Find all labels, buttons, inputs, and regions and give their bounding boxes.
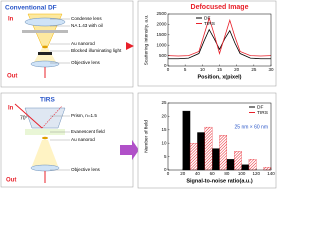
diagram-label: Au nanorod — [71, 137, 95, 142]
legend-label: DF — [257, 104, 263, 110]
diagram-label: Blocked illuminating light — [71, 48, 122, 53]
y-axis-label: Number of field — [143, 120, 149, 153]
condense-lens — [24, 17, 66, 27]
x-tick-label: 40 — [195, 171, 201, 176]
oil — [22, 30, 68, 33]
arrow — [126, 42, 134, 50]
diagram-label: Prism, n=1.5 — [71, 113, 97, 118]
bar — [189, 143, 198, 171]
bar — [197, 132, 205, 171]
x-tick-label: 25 — [251, 67, 257, 72]
bar — [248, 159, 257, 171]
in-ray — [14, 103, 43, 129]
y-axis-label: Scattering intensity, a.u. — [143, 15, 149, 66]
diagram-label: Objective lens — [71, 60, 101, 65]
in-label: In — [8, 17, 14, 23]
nanorod — [42, 45, 48, 49]
x-tick-label: 20 — [234, 67, 240, 72]
y-tick-label: 10 — [161, 140, 167, 145]
prism — [24, 107, 66, 129]
legend-label: TIRS — [204, 21, 215, 27]
panel-box — [137, 0, 277, 87]
y-tick-label: 25 — [161, 100, 167, 105]
plot-frame — [167, 102, 272, 171]
bar — [219, 135, 228, 171]
y-tick-label: 20 — [161, 114, 167, 119]
chart-title: Defocused Image — [191, 4, 249, 11]
diagram-label: Evanescent field — [71, 129, 105, 134]
annotation: 25 nm × 60 nm — [235, 124, 269, 130]
y-tick-label: 2500 — [156, 11, 167, 16]
y-tick-label: 2000 — [156, 22, 167, 27]
x-tick-label: 15 — [217, 67, 223, 72]
nanorod — [42, 136, 48, 140]
y-tick-label: 0 — [164, 167, 167, 172]
out-label: Out — [6, 178, 16, 184]
data-line — [168, 28, 271, 60]
x-tick-label: 0 — [167, 171, 170, 176]
data-line — [167, 16, 272, 57]
x-tick-label: 30 — [268, 67, 274, 72]
diagram-label: Au nanorod — [71, 41, 95, 46]
x-tick-label: 60 — [210, 171, 216, 176]
x-axis-label: Position, x(pixel) — [197, 74, 241, 80]
bar — [263, 167, 272, 171]
x-tick-label: 120 — [253, 171, 261, 176]
x-tick-label: 100 — [238, 171, 246, 176]
x-axis-label: Signal-to-noise ratio(a.u.) — [186, 178, 252, 184]
diagram-title: TIRS — [40, 97, 55, 104]
x-tick-label: 20 — [180, 171, 186, 176]
y-tick-label: 500 — [159, 53, 167, 58]
diagram-label: NA 1.43 with oil — [71, 23, 103, 28]
legend-label: DF — [204, 15, 210, 21]
angle-label: 70° — [20, 115, 28, 121]
y-tick-label: 1000 — [156, 42, 167, 47]
y-tick-label: 5 — [164, 154, 167, 159]
x-tick-label: 10 — [200, 67, 206, 72]
bar — [234, 151, 242, 171]
y-tick-label: 0 — [164, 63, 167, 68]
figure: Conventional DF In Out TIRS In Out 70° C… — [0, 0, 277, 189]
y-tick-label: 15 — [161, 127, 167, 132]
evanescent-field — [25, 129, 65, 135]
in-label: In — [8, 106, 14, 112]
diagram-label: Objective lens — [71, 167, 101, 172]
bar — [182, 110, 191, 171]
y-tick-label: 1500 — [156, 32, 167, 37]
arrow — [120, 140, 139, 160]
bar — [204, 126, 213, 171]
bar — [241, 164, 250, 171]
diagram-title: Conventional DF — [5, 5, 57, 12]
x-tick-label: 80 — [224, 171, 230, 176]
out-label: Out — [7, 74, 17, 80]
x-tick-label: 5 — [184, 67, 187, 72]
x-tick-label: 140 — [267, 171, 275, 176]
diagram-label: Condense lens — [71, 16, 102, 21]
objective-lens — [30, 60, 60, 68]
block — [38, 52, 52, 55]
legend-label: TIRS — [257, 110, 268, 116]
x-tick-label: 0 — [167, 67, 170, 72]
bar — [226, 159, 235, 171]
bar — [211, 148, 220, 171]
scatter-cone — [32, 140, 58, 166]
